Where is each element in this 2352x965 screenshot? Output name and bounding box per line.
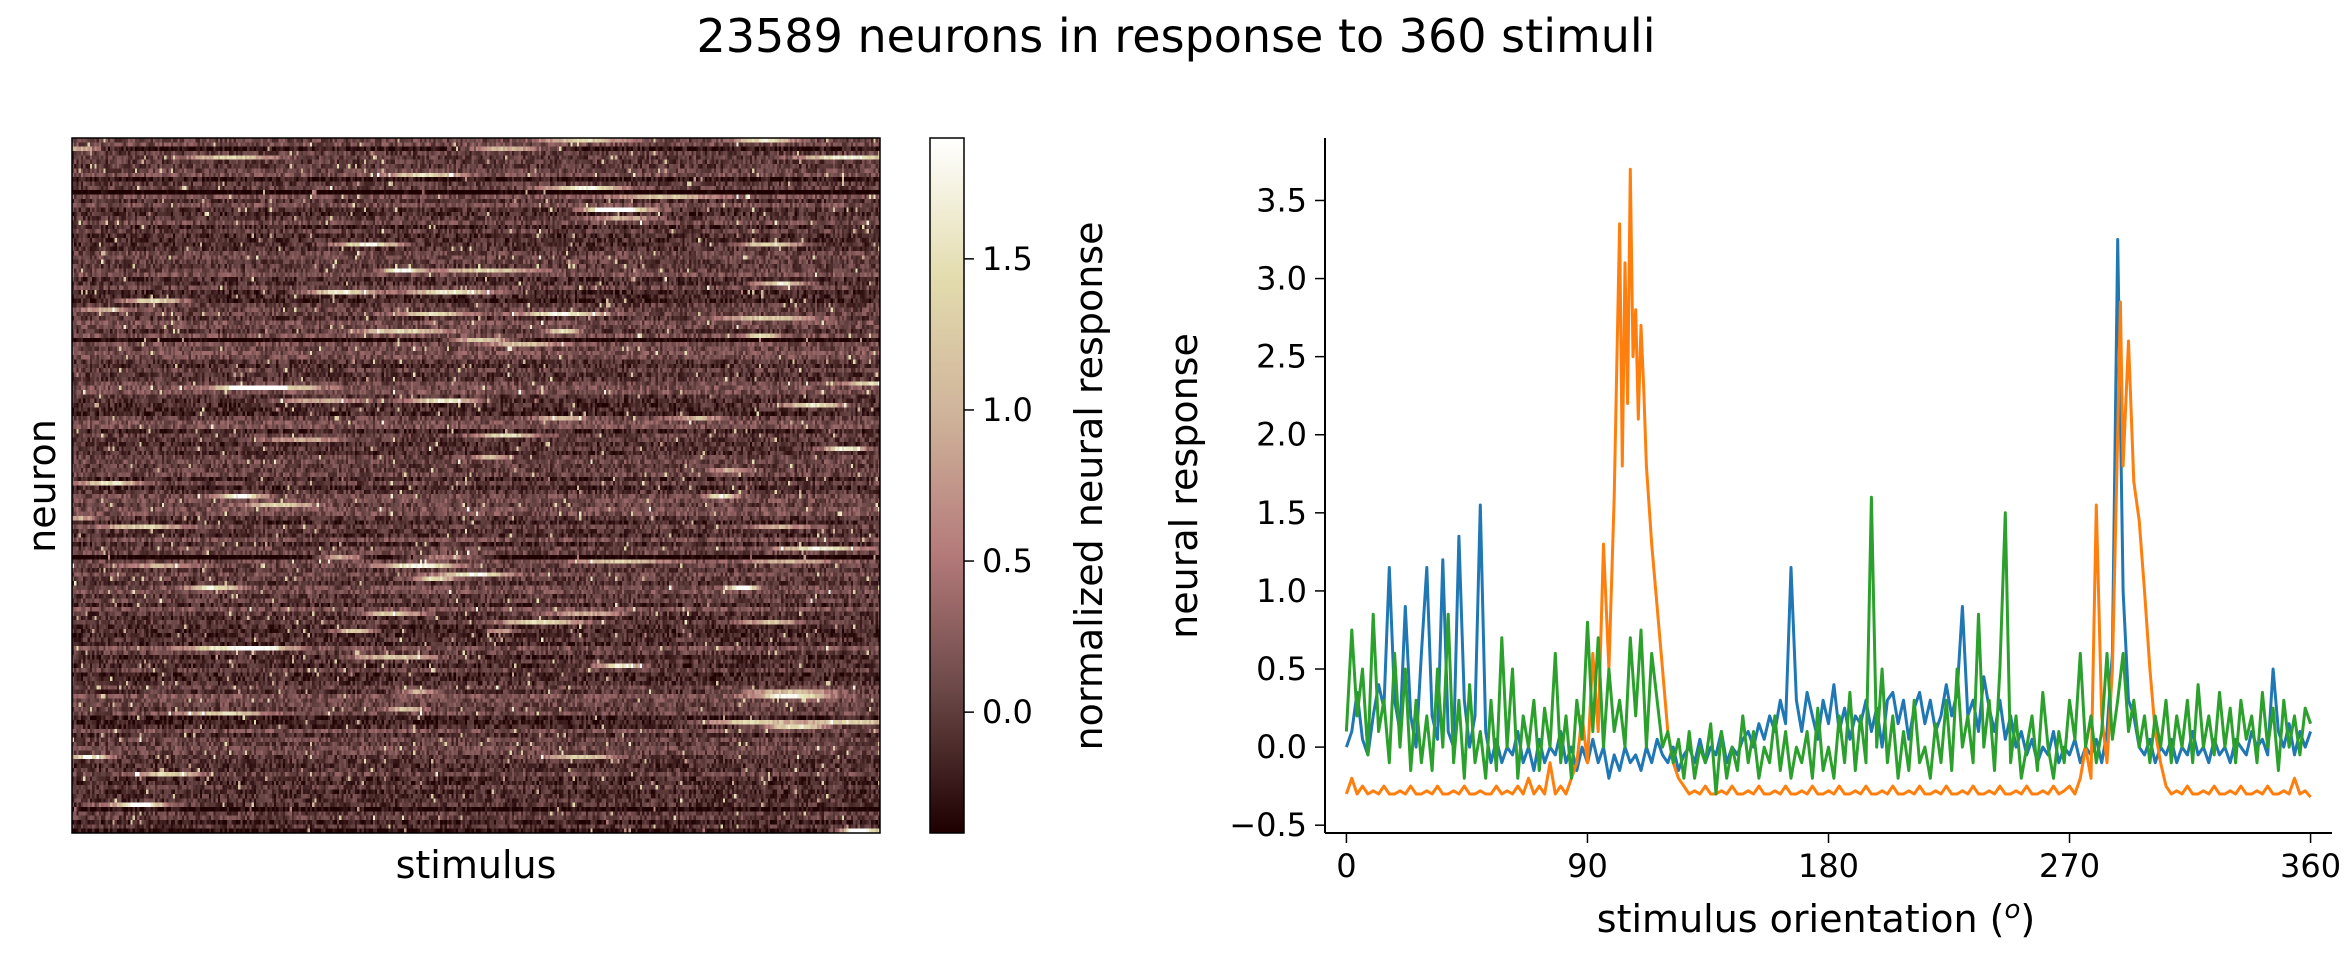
heatmap-cells xyxy=(72,138,880,833)
colorbar-gradient xyxy=(929,137,965,834)
heatmap-ylabel: neuron xyxy=(20,419,64,553)
x-tick-label: 90 xyxy=(1567,847,1608,885)
x-tick-label: 180 xyxy=(1798,847,1859,885)
colorbar-tick-label: 0.0 xyxy=(982,693,1033,731)
heatmap-image xyxy=(72,138,880,833)
colorbar-tick-label: 1.5 xyxy=(982,240,1033,278)
series-line-3 xyxy=(1344,495,2313,796)
y-tick-label: −0.5 xyxy=(1229,806,1307,844)
heatmap-panel: stimulus neuron xyxy=(20,137,881,887)
y-tick-label: 2.0 xyxy=(1256,416,1307,454)
colorbar: 0.0 0.5 1.0 1.5 normalized neural response xyxy=(929,137,1111,834)
y-tick-label: 3.0 xyxy=(1256,260,1307,298)
line-xlabel-super: o xyxy=(2004,895,2020,925)
line-xlabel: stimulus orientation (o) xyxy=(1597,895,2035,941)
line-x-ticks: 0 90 180 270 360 xyxy=(1336,833,2341,885)
heatmap-frame xyxy=(71,137,881,834)
y-tick-label: 2.5 xyxy=(1256,338,1307,376)
y-tick-label: 3.5 xyxy=(1256,181,1307,219)
y-tick-label: 1.5 xyxy=(1256,494,1307,532)
line-xlabel-main: stimulus orientation ( xyxy=(1597,897,2005,941)
series-line-2 xyxy=(1344,167,2312,799)
colorbar-ticks: 0.0 0.5 1.0 1.5 xyxy=(964,240,1033,731)
heatmap-xlabel: stimulus xyxy=(396,843,557,887)
figure-title: 23589 neurons in response to 360 stimuli xyxy=(697,9,1656,63)
colorbar-tick-label: 1.0 xyxy=(982,391,1033,429)
line-panel: 0 90 180 270 360 −0.5 0.0 0.5 1.0 1.5 2.0 2.5 3.0 3.… xyxy=(1162,138,2341,941)
line-xlabel-close: ) xyxy=(2020,897,2035,941)
colorbar-label: normalized neural response xyxy=(1067,222,1111,751)
series-line-1 xyxy=(1344,238,2313,780)
y-tick-label: 0.5 xyxy=(1256,650,1307,688)
y-tick-label: 1.0 xyxy=(1256,572,1307,610)
line-series-group xyxy=(1344,167,2313,799)
colorbar-tick-label: 0.5 xyxy=(982,542,1033,580)
line-ylabel: neural response xyxy=(1162,333,1206,639)
x-tick-label: 0 xyxy=(1336,847,1356,885)
y-tick-label: 0.0 xyxy=(1256,728,1307,766)
x-tick-label: 360 xyxy=(2280,847,2341,885)
line-y-ticks: −0.5 0.0 0.5 1.0 1.5 2.0 2.5 3.0 3.5 xyxy=(1229,181,1325,844)
x-tick-label: 270 xyxy=(2039,847,2100,885)
